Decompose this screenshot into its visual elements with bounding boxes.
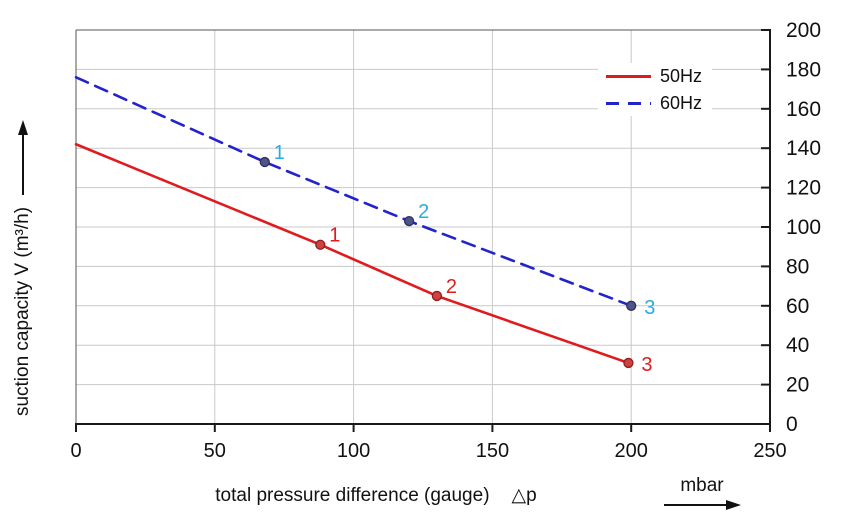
- y-tick-label: 100: [786, 216, 821, 239]
- legend-item-50hz: 50Hz: [606, 65, 702, 87]
- data-point-50hz-1: [315, 239, 326, 250]
- data-point-60hz-1: [259, 156, 270, 168]
- point-label-50hz-3: 3: [641, 354, 652, 376]
- y-axis-title: suction capacity V (m³/h): [3, 83, 43, 453]
- y-tick-label: 200: [786, 19, 821, 42]
- x-tick-label: 50: [204, 440, 226, 462]
- x-tick-label: 150: [476, 440, 509, 462]
- y-tick-label: 60: [786, 295, 809, 318]
- legend: 50Hz 60Hz: [598, 63, 713, 116]
- delta-p-symbol: △p: [511, 485, 537, 506]
- point-label-60hz-2: 2: [418, 201, 429, 223]
- point-label-60hz-1: 1: [274, 142, 285, 164]
- point-label-50hz-1: 1: [329, 225, 340, 247]
- x-axis-title-text: total pressure difference (gauge): [215, 485, 490, 506]
- y-tick-label: 20: [786, 374, 809, 397]
- point-label-60hz-3: 3: [644, 297, 655, 319]
- up-arrow-icon: [18, 119, 28, 195]
- y-tick-label: 80: [786, 255, 809, 278]
- x-axis-title: total pressure difference (gauge) △p: [76, 484, 676, 507]
- data-point-50hz-2: [431, 290, 443, 302]
- point-label-50hz-2: 2: [446, 276, 457, 298]
- y-tick-label: 0: [786, 413, 798, 436]
- data-point-50hz-3: [623, 357, 634, 369]
- legend-swatch-solid: [606, 74, 651, 78]
- y-tick-label: 140: [786, 137, 821, 160]
- right-arrow-head: [725, 500, 741, 510]
- right-arrow-icon: [663, 500, 741, 510]
- y-tick-label: 160: [786, 98, 821, 121]
- legend-item-60hz: 60Hz: [606, 92, 702, 114]
- x-tick-label: 100: [337, 440, 370, 462]
- series-line-50hz: [74, 142, 630, 365]
- x-tick-label: 250: [753, 440, 786, 462]
- x-axis-unit-text: mbar: [680, 475, 724, 496]
- data-point-60hz-2: [403, 215, 415, 227]
- y-tick-label: 40: [786, 334, 809, 357]
- up-arrow-shaft: [22, 134, 24, 195]
- y-axis-title-text: suction capacity V (m³/h): [12, 206, 33, 417]
- legend-swatch-dashed: [606, 101, 651, 105]
- right-arrow-shaft: [663, 504, 726, 506]
- x-tick-label: 200: [615, 440, 648, 462]
- y-tick-label: 180: [786, 58, 821, 81]
- legend-label: 60Hz: [660, 92, 703, 113]
- data-point-60hz-3: [626, 300, 637, 311]
- legend-label: 50Hz: [660, 65, 703, 86]
- y-tick-label: 120: [786, 177, 821, 200]
- x-tick-label: 0: [70, 440, 81, 462]
- up-arrow-head: [18, 119, 28, 135]
- x-axis-unit: mbar: [656, 475, 748, 510]
- series-line-60hz: [74, 75, 633, 308]
